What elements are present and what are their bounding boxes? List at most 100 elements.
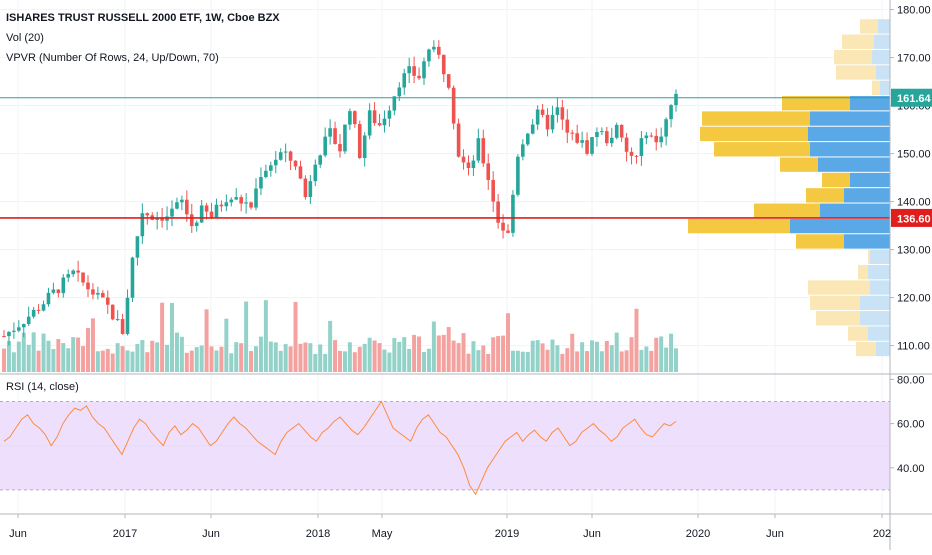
volume-bar xyxy=(649,350,654,372)
rsi-band xyxy=(0,401,890,491)
candle-body xyxy=(189,214,194,227)
candle-body xyxy=(422,61,426,79)
candle-body xyxy=(76,270,80,273)
volume-bar xyxy=(501,335,506,372)
volume-bar xyxy=(66,348,71,372)
candle-body xyxy=(313,164,318,182)
candle-body xyxy=(244,202,248,204)
candle-body xyxy=(2,336,6,337)
volume-bar xyxy=(338,350,342,372)
candle-body xyxy=(61,277,66,294)
candle-body xyxy=(91,289,95,295)
rsi-tick-label: 60.00 xyxy=(897,419,925,431)
candle-body xyxy=(501,222,505,231)
candle-body xyxy=(273,159,278,166)
vpvr-down-segment xyxy=(780,157,818,172)
volume-bar xyxy=(604,340,609,372)
volume-bar xyxy=(179,336,184,372)
volume-bar xyxy=(431,321,436,372)
rsi-tick-label: 40.00 xyxy=(897,463,925,475)
vpvr-up-segment xyxy=(876,65,890,80)
volume-bar xyxy=(580,342,585,372)
candles[interactable] xyxy=(2,40,678,346)
volume-bar xyxy=(362,343,367,372)
vpvr-down-segment xyxy=(714,142,810,157)
candle-body xyxy=(530,124,535,134)
candle-body xyxy=(402,73,407,88)
volume-bar xyxy=(76,337,81,372)
volume-bar xyxy=(392,338,397,372)
candle-body xyxy=(545,114,550,130)
candle-body xyxy=(476,138,481,161)
candle-body xyxy=(535,109,540,125)
rsi-line[interactable] xyxy=(3,400,677,496)
volume-bar xyxy=(249,351,254,372)
candle-body xyxy=(387,110,392,119)
price-tick-label: 140.00 xyxy=(897,197,931,209)
vpvr-up-segment xyxy=(818,157,890,172)
candle-body xyxy=(17,327,21,331)
volume-bar xyxy=(184,352,189,372)
volume-bar xyxy=(11,352,16,372)
volume-bar xyxy=(130,351,135,372)
volume-bar xyxy=(86,327,90,372)
candle-body xyxy=(323,136,327,156)
candle-body xyxy=(392,96,397,111)
candle-body xyxy=(491,179,495,202)
volume-bar xyxy=(71,337,76,372)
vpvr-up-segment xyxy=(878,19,890,34)
volume-bar xyxy=(268,341,273,372)
candle-body xyxy=(259,177,263,189)
candle-body xyxy=(46,292,51,305)
candle-body xyxy=(377,123,382,126)
volume-bar xyxy=(426,348,431,372)
candle-body xyxy=(461,156,466,163)
volume-bar xyxy=(664,347,669,372)
candle-body xyxy=(348,111,352,125)
candle-body xyxy=(506,230,510,233)
vol-label: Vol (20) xyxy=(6,32,44,44)
candle-body xyxy=(367,110,372,136)
candle-body xyxy=(298,166,303,179)
candle-body xyxy=(120,319,125,334)
vpvr-down-segment xyxy=(848,326,868,341)
candle-body xyxy=(397,87,402,97)
volume-bar xyxy=(377,343,382,372)
candle-body xyxy=(343,124,347,152)
volume-bars[interactable] xyxy=(2,300,678,372)
vpvr-down-segment xyxy=(860,19,878,34)
candle-body xyxy=(441,54,446,75)
vpvr-down-segment xyxy=(808,280,870,295)
volume-bar xyxy=(599,351,604,372)
volume-bar xyxy=(229,353,234,372)
vpvr-down-segment xyxy=(702,111,810,126)
volume-bar xyxy=(155,342,160,372)
volume-bar xyxy=(342,351,347,372)
candle-body xyxy=(654,135,659,143)
volume-bar xyxy=(278,350,283,372)
price-tick-label: 150.00 xyxy=(897,149,931,161)
time-tick-label: 2019 xyxy=(495,528,519,540)
vpvr-down-segment xyxy=(810,295,860,311)
time-tick-label: Jun xyxy=(9,528,27,540)
volume-bar xyxy=(585,351,590,372)
candle-body xyxy=(634,155,639,157)
vpvr-histogram[interactable] xyxy=(688,19,890,357)
candle-body xyxy=(160,217,164,221)
candle-body xyxy=(96,292,100,295)
vpvr-up-segment xyxy=(876,341,890,357)
candle-body xyxy=(328,128,332,137)
volume-bar xyxy=(614,332,619,372)
volume-bar xyxy=(6,341,11,372)
volume-bar xyxy=(170,302,174,372)
candle-body xyxy=(125,297,130,334)
candle-body xyxy=(432,46,436,50)
candle-body xyxy=(115,319,120,321)
volume-bar xyxy=(422,351,426,372)
candle-body xyxy=(194,222,199,227)
volume-bar xyxy=(382,349,387,372)
volume-bar xyxy=(145,352,150,372)
candle-body xyxy=(486,163,491,180)
time-tick-label: 2020 xyxy=(686,528,710,540)
